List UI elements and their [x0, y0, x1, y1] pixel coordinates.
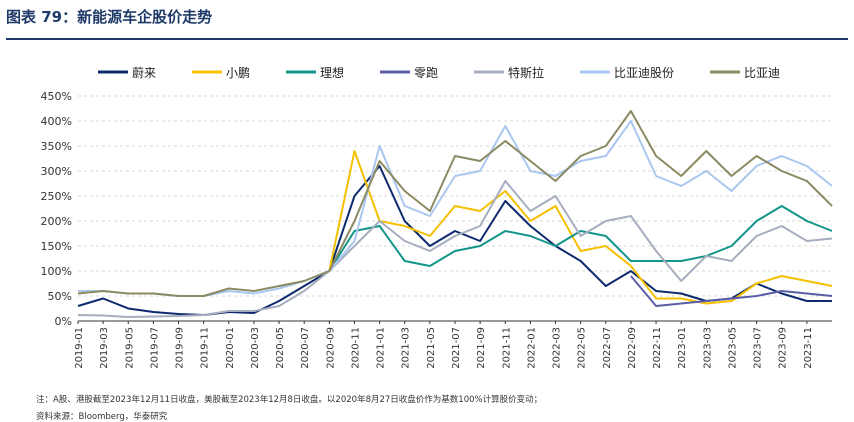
series-line-比亚迪股份: [78, 120, 833, 297]
x-tick-label: 2023-05: [727, 327, 738, 369]
x-tick-label: 2022-07: [602, 327, 613, 369]
y-tick-label: 150%: [41, 240, 72, 253]
x-tick-label: 2020-03: [250, 327, 261, 369]
x-tick-label: 2022-01: [526, 327, 537, 369]
x-tick-label: 2019-07: [149, 327, 160, 369]
x-tick-label: 2020-07: [300, 327, 311, 369]
y-tick-label: 100%: [41, 265, 72, 278]
series-lines: [77, 110, 833, 318]
x-tick-label: 2020-01: [225, 327, 236, 369]
title-rule: [6, 38, 848, 40]
y-tick-label: 450%: [41, 90, 72, 103]
x-tick-label: 2023-03: [702, 327, 713, 369]
x-tick-label: 2023-09: [778, 327, 789, 369]
x-tick-label: 2019-09: [175, 327, 186, 369]
x-tick-label: 2023-07: [753, 327, 764, 369]
x-axis: 2019-01 2019-03 2019-05 2019-07 2019-09 2019-…: [74, 320, 832, 369]
legend: 蔚来 小鹏 理想 零跑 特斯拉 比亚迪股份 比亚迪: [98, 65, 780, 80]
series-line-特斯拉: [77, 180, 833, 318]
x-tick-label: 2019-11: [200, 327, 211, 369]
legend-label: 特斯拉: [508, 65, 544, 80]
y-tick-label: 400%: [41, 115, 72, 128]
legend-label: 理想: [320, 65, 344, 80]
series-line-零跑: [630, 275, 833, 307]
x-tick-label: 2020-05: [275, 327, 286, 369]
x-tick-label: 2020-09: [325, 327, 336, 369]
x-tick-label: 2021-05: [426, 327, 437, 369]
x-tick-label: 2023-11: [803, 327, 814, 369]
x-tick-label: 2021-03: [401, 327, 412, 369]
y-tick-label: 350%: [41, 140, 72, 153]
y-tick-label: 50%: [48, 290, 72, 303]
chart-title: 图表 79：新能源车企股价走势: [6, 8, 213, 26]
line-chart: 0% 50% 100% 150% 200% 250% 300% 350% 400% 450% 20…: [41, 65, 833, 369]
data-source: 资料来源：Bloomberg，华泰研究: [36, 412, 168, 422]
y-tick-label: 300%: [41, 165, 72, 178]
x-tick-label: 2023-01: [677, 327, 688, 369]
y-tick-label: 0%: [55, 315, 72, 328]
x-tick-label: 2020-11: [350, 327, 361, 369]
legend-label: 零跑: [414, 66, 438, 80]
legend-label: 小鹏: [226, 66, 250, 80]
y-tick-label: 250%: [41, 190, 72, 203]
legend-label: 蔚来: [132, 66, 156, 80]
legend-label: 比亚迪股份: [614, 66, 674, 80]
x-tick-label: 2022-05: [577, 327, 588, 369]
x-tick-label: 2021-11: [501, 327, 512, 369]
x-tick-label: 2022-11: [652, 327, 663, 369]
grid-lines: [78, 95, 832, 297]
y-axis: 0% 50% 100% 150% 200% 250% 300% 350% 400% 450%: [41, 90, 72, 328]
x-tick-label: 2021-07: [451, 327, 462, 369]
x-tick-label: 2022-09: [627, 327, 638, 369]
x-tick-label: 2019-03: [99, 327, 110, 369]
x-tick-label: 2021-01: [376, 327, 387, 369]
series-line-比亚迪: [77, 110, 833, 297]
series-line-理想: [328, 205, 833, 272]
footnote: 注：A股、港股截至2023年12月11日收盘，美股截至2023年12月8日收盘。…: [36, 395, 543, 405]
x-tick-label: 2021-09: [476, 327, 487, 369]
legend-label: 比亚迪: [744, 66, 780, 80]
series-line-小鹏: [328, 150, 833, 305]
x-tick-label: 2019-01: [74, 327, 85, 369]
x-tick-label: 2022-03: [552, 327, 563, 369]
series-line-蔚来: [77, 165, 832, 316]
y-tick-label: 200%: [41, 215, 72, 228]
x-tick-label: 2019-05: [124, 327, 135, 369]
